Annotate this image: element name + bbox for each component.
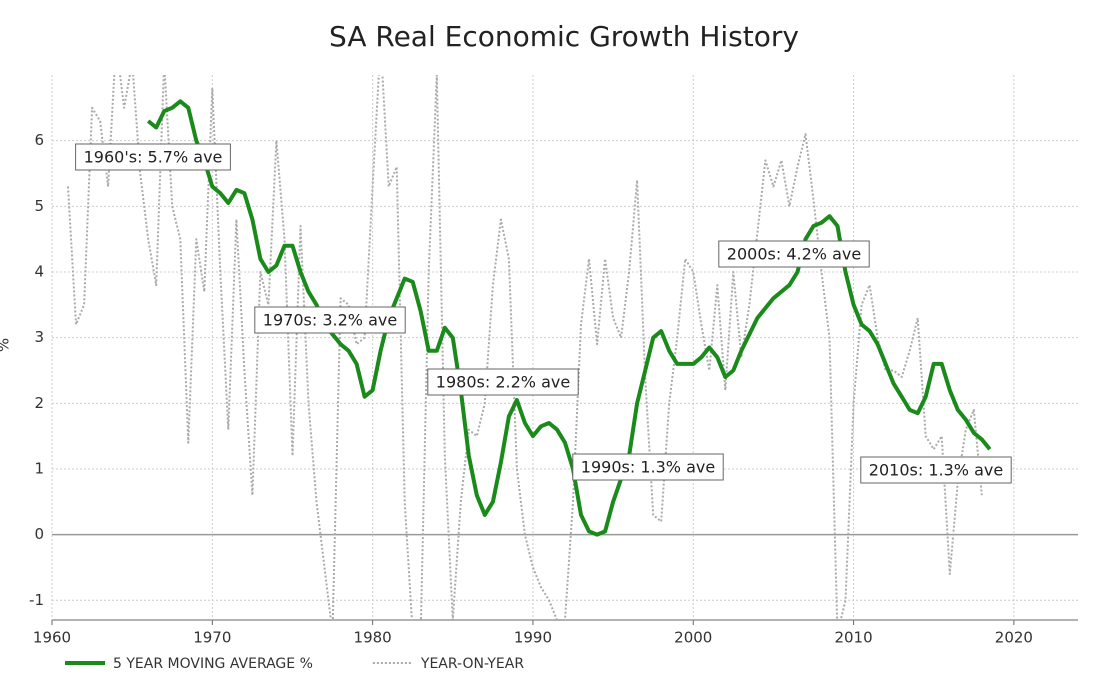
annotation: 2010s: 1.3% ave: [869, 461, 1003, 480]
x-tick-label: 1990: [514, 629, 552, 647]
annotation: 1990s: 1.3% ave: [581, 458, 715, 477]
x-tick-label: 1960: [33, 629, 71, 647]
plot-area: [67, 75, 992, 620]
y-tick-label: 1: [34, 459, 44, 477]
x-tick-label: 2000: [674, 629, 712, 647]
x-tick-label: 1980: [354, 629, 392, 647]
legend-label: 5 YEAR MOVING AVERAGE %: [113, 656, 313, 672]
x-tick-label: 2010: [834, 629, 872, 647]
legend-label: YEAR-ON-YEAR: [420, 656, 524, 672]
y-tick-label: 0: [34, 525, 44, 543]
annotation-box: [860, 456, 1012, 484]
annotation: 2000s: 4.2% ave: [727, 245, 861, 264]
x-tick-label: 1970: [193, 629, 231, 647]
annotation-box: [254, 306, 406, 334]
series-line: [67, 75, 983, 620]
x-tick-label: 2020: [995, 629, 1033, 647]
chart-title: SA Real Economic Growth History: [329, 20, 799, 53]
y-tick-label: 2: [34, 394, 44, 412]
annotation: 1960's: 5.7% ave: [84, 148, 223, 167]
annotation-box: [427, 368, 579, 396]
y-tick-label: -1: [29, 591, 44, 609]
y-tick-label: 5: [34, 197, 44, 215]
annotation-box: [572, 453, 724, 481]
annotation: 1970s: 3.2% ave: [263, 311, 397, 330]
y-axis-label: %: [0, 338, 13, 352]
y-tick-label: 4: [34, 262, 44, 280]
annotation-box: [75, 143, 231, 171]
series-line: [146, 99, 992, 537]
annotation: 1980s: 2.2% ave: [436, 373, 570, 392]
annotation-box: [718, 240, 870, 268]
y-tick-label: 3: [34, 328, 44, 346]
y-tick-label: 6: [34, 131, 44, 149]
